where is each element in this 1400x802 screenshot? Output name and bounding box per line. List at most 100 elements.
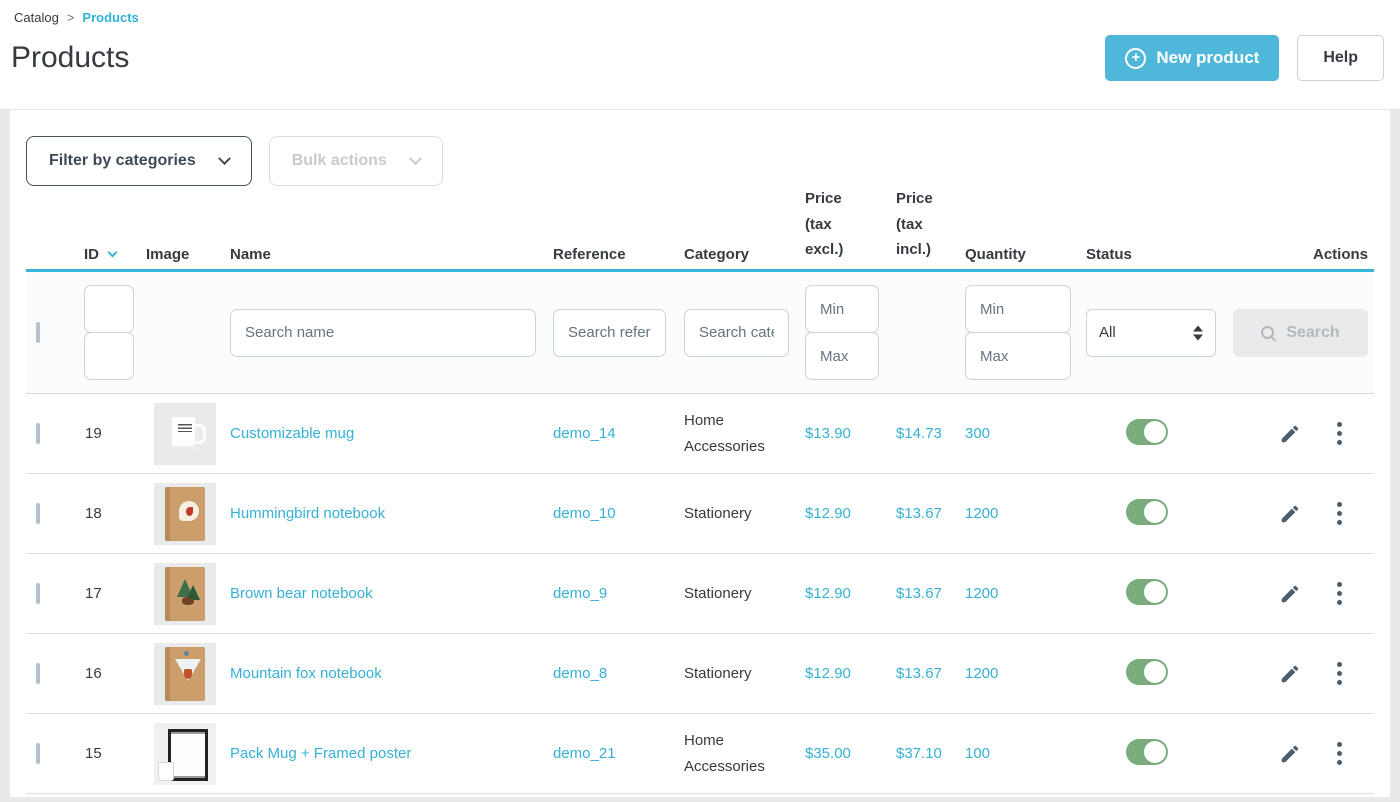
row-checkbox[interactable] xyxy=(36,503,40,524)
product-id: 15 xyxy=(85,745,102,762)
column-header-image: Image xyxy=(146,245,190,263)
search-category-input[interactable] xyxy=(684,308,789,357)
select-all-checkbox[interactable] xyxy=(36,322,40,343)
product-reference-link[interactable]: demo_21 xyxy=(553,745,616,762)
search-button-label: Search xyxy=(1286,323,1340,341)
product-name-link[interactable]: Brown bear notebook xyxy=(230,585,373,602)
row-checkbox[interactable] xyxy=(36,583,40,604)
column-header-quantity[interactable]: Quantity xyxy=(965,245,1026,263)
price-max-input[interactable] xyxy=(805,332,879,380)
product-name-link[interactable]: Hummingbird notebook xyxy=(230,505,386,522)
table-row: 16 Mountain fox notebook demo_8 Statione… xyxy=(26,634,1374,714)
page-title: Products xyxy=(11,41,130,74)
edit-pencil-icon[interactable] xyxy=(1279,423,1301,445)
quantity-min-input[interactable] xyxy=(965,285,1071,333)
product-reference-link[interactable]: demo_9 xyxy=(553,585,608,602)
status-toggle[interactable] xyxy=(1126,578,1168,605)
product-reference-link[interactable]: demo_8 xyxy=(553,665,608,682)
bulk-actions-button: Bulk actions xyxy=(268,136,443,186)
product-thumbnail[interactable] xyxy=(154,402,216,465)
help-button[interactable]: Help xyxy=(1297,35,1384,81)
status-toggle[interactable] xyxy=(1126,738,1168,765)
kebab-vertical-icon[interactable] xyxy=(1333,740,1346,767)
table-header-row: ID Image Name Reference Category Price (… xyxy=(26,186,1374,272)
edit-pencil-icon[interactable] xyxy=(1279,663,1301,685)
product-thumbnail[interactable] xyxy=(154,642,216,705)
chevron-down-icon xyxy=(217,151,231,165)
status-toggle[interactable] xyxy=(1126,658,1168,685)
product-category: Home Accessories xyxy=(684,732,765,775)
column-header-reference[interactable]: Reference xyxy=(553,245,626,263)
kebab-vertical-icon[interactable] xyxy=(1333,660,1346,687)
breadcrumb-current[interactable]: Products xyxy=(82,10,139,25)
filter-by-categories-button[interactable]: Filter by categories xyxy=(26,136,252,186)
chevron-down-icon xyxy=(408,151,422,165)
product-id: 19 xyxy=(85,425,102,442)
status-toggle[interactable] xyxy=(1126,418,1168,445)
product-reference-link[interactable]: demo_14 xyxy=(553,425,616,442)
table-toolbar: Filter by categories Bulk actions xyxy=(26,110,1374,186)
new-product-button[interactable]: + New product xyxy=(1105,35,1280,81)
filter-by-categories-label: Filter by categories xyxy=(49,152,196,169)
product-image xyxy=(165,486,205,541)
product-thumbnail[interactable] xyxy=(154,482,216,545)
product-price-tax-excl: $12.90 xyxy=(805,505,851,522)
product-image xyxy=(165,646,205,701)
column-header-category[interactable]: Category xyxy=(684,245,750,263)
row-checkbox[interactable] xyxy=(36,423,40,444)
product-name-link[interactable]: Mountain fox notebook xyxy=(230,665,382,682)
row-checkbox[interactable] xyxy=(36,743,40,764)
product-name-link[interactable]: Pack Mug + Framed poster xyxy=(230,745,412,762)
product-id: 16 xyxy=(85,665,102,682)
column-header-id[interactable]: ID xyxy=(84,245,99,263)
product-image xyxy=(172,417,206,450)
table-body: 19 Customizable mug demo_14 Home Accesso… xyxy=(26,394,1374,794)
edit-pencil-icon[interactable] xyxy=(1279,503,1301,525)
product-image xyxy=(165,566,205,621)
product-quantity: 1200 xyxy=(965,585,999,602)
kebab-vertical-icon[interactable] xyxy=(1333,420,1346,447)
column-header-name[interactable]: Name xyxy=(230,245,271,263)
search-name-input[interactable] xyxy=(230,308,536,357)
table-row: 18 Hummingbird notebook demo_10 Statione… xyxy=(26,474,1374,554)
column-header-price-excl[interactable]: Price (tax excl.) xyxy=(805,190,844,258)
product-thumbnail[interactable] xyxy=(154,562,216,625)
product-reference-link[interactable]: demo_10 xyxy=(553,505,616,522)
price-min-input[interactable] xyxy=(805,285,879,333)
product-price-tax-incl: $13.67 xyxy=(896,505,942,522)
sort-chevron-down-icon[interactable] xyxy=(107,247,118,258)
product-quantity: 300 xyxy=(965,425,991,442)
status-toggle[interactable] xyxy=(1126,498,1168,525)
row-checkbox[interactable] xyxy=(36,663,40,684)
product-category: Stationery xyxy=(684,504,752,522)
id-max-input[interactable] xyxy=(84,332,134,380)
product-id: 18 xyxy=(85,505,102,522)
table-row: 19 Customizable mug demo_14 Home Accesso… xyxy=(26,394,1374,474)
table-row: 15 Pack Mug + Framed poster demo_21 Home… xyxy=(26,714,1374,794)
product-price-tax-excl: $12.90 xyxy=(805,585,851,602)
search-button[interactable]: Search xyxy=(1233,308,1368,357)
search-reference-input[interactable] xyxy=(553,308,666,357)
kebab-vertical-icon[interactable] xyxy=(1333,500,1346,527)
bulk-actions-label: Bulk actions xyxy=(291,152,387,169)
edit-pencil-icon[interactable] xyxy=(1279,743,1301,765)
table-filter-row: All Search xyxy=(26,272,1374,394)
product-thumbnail[interactable] xyxy=(154,722,216,785)
column-header-price-incl[interactable]: Price (tax incl.) xyxy=(896,190,933,258)
breadcrumb: Catalog > Products xyxy=(14,10,1384,25)
page-header: Catalog > Products Products + New produc… xyxy=(0,0,1400,110)
product-price-tax-excl: $35.00 xyxy=(805,745,851,762)
product-price-tax-incl: $13.67 xyxy=(896,665,942,682)
quantity-max-input[interactable] xyxy=(965,332,1071,380)
edit-pencil-icon[interactable] xyxy=(1279,583,1301,605)
plus-circle-icon: + xyxy=(1125,47,1147,69)
product-category: Stationery xyxy=(684,664,752,682)
product-price-tax-excl: $13.90 xyxy=(805,425,851,442)
breadcrumb-parent[interactable]: Catalog xyxy=(14,10,59,25)
kebab-vertical-icon[interactable] xyxy=(1333,580,1346,607)
status-filter-select[interactable]: All xyxy=(1086,308,1216,357)
magnifier-icon xyxy=(1261,326,1275,339)
product-price-tax-incl: $14.73 xyxy=(896,425,942,442)
id-min-input[interactable] xyxy=(84,285,134,333)
product-name-link[interactable]: Customizable mug xyxy=(230,425,355,442)
